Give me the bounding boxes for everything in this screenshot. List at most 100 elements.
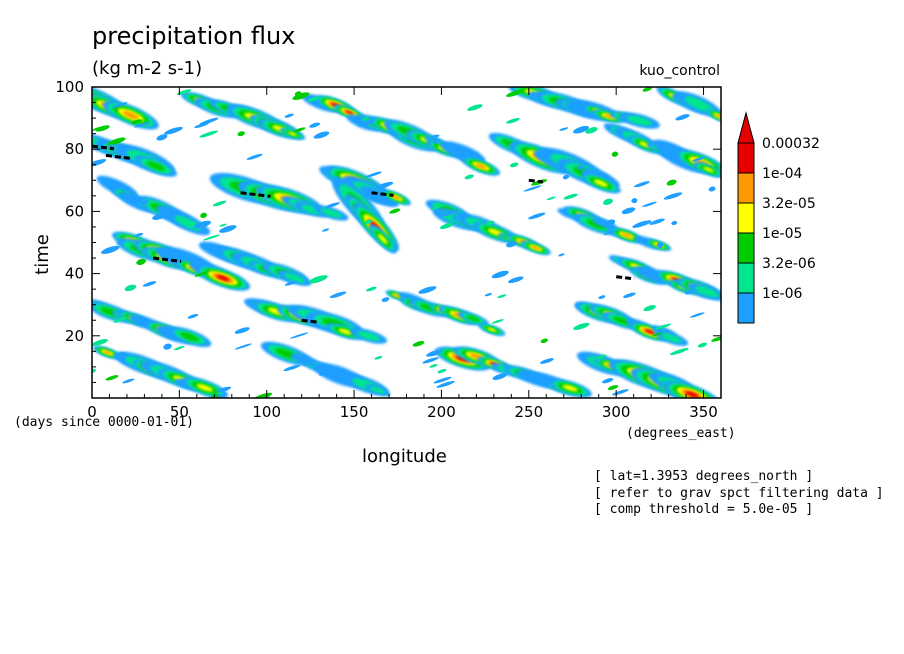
precip-speck [684, 289, 695, 295]
precip-speck [308, 275, 328, 284]
precip-blob-level-5 [216, 274, 230, 282]
precip-band [385, 290, 506, 336]
precip-speck [576, 165, 584, 170]
precip-blob-level-4 [392, 195, 401, 200]
precip-speck [163, 343, 172, 350]
x-tick-label: 50 [170, 403, 189, 421]
colorbar: 0.00032 1e-04 3.2e-05 1e-05 3.2e-06 1e-06 [737, 111, 820, 324]
colorbar-swatch [737, 172, 755, 204]
precip-blob-level-3 [562, 384, 578, 392]
precip-blob-level-4 [604, 114, 614, 119]
precip-speck [92, 126, 103, 131]
chart-title: precipitation flux [92, 22, 296, 50]
precip-band [576, 351, 721, 398]
precip-band [96, 175, 211, 236]
precip-speck [418, 286, 437, 294]
precip-speck [603, 230, 618, 236]
precip-band [383, 119, 501, 176]
precip-speck [657, 242, 664, 249]
precip-speck [289, 332, 309, 339]
precip-speck [219, 223, 227, 227]
precip-speck [156, 134, 168, 141]
precip-speck [92, 368, 96, 373]
precip-speck [107, 137, 126, 145]
precip-speck [187, 313, 199, 319]
precip-blob-level-1 [369, 386, 386, 394]
colorbar-label: 3.2e-06 [762, 256, 816, 272]
precip-speck [642, 201, 657, 208]
precip-speck [212, 200, 227, 207]
threshold-contours [92, 144, 635, 324]
colorbar-label: 0.00032 [762, 136, 820, 152]
y-tick-label: 20 [65, 327, 84, 345]
precip-speck [540, 358, 554, 364]
precip-speck [663, 192, 683, 200]
precip-band [92, 299, 212, 348]
y-tick-label: 40 [65, 265, 84, 283]
precip-speck [293, 127, 306, 133]
precip-speck [433, 376, 452, 384]
y-tick-label: 60 [65, 202, 84, 220]
colorbar-extend-triangle [737, 111, 755, 144]
precip-speck [389, 208, 401, 214]
precip-blob-level-0 [360, 186, 399, 207]
precip-speck [633, 181, 650, 188]
precip-speck [523, 185, 542, 192]
precip-speck [643, 305, 656, 312]
precip-speck [309, 122, 321, 128]
precip-band [608, 255, 721, 301]
colorbar-label: 1e-06 [762, 286, 802, 302]
x-tick-label: 200 [427, 403, 456, 421]
precip-speck [176, 89, 192, 95]
precip-speck [603, 198, 613, 205]
chart-units: (kg m-2 s-1) [92, 58, 203, 79]
colorbar-swatch [737, 262, 755, 294]
precip-speck [632, 220, 652, 228]
precip-blob-level-2 [586, 219, 607, 229]
precip-speck [313, 131, 330, 139]
precip-speck [357, 119, 376, 127]
colorbar-label: 1e-05 [762, 226, 802, 242]
precip-speck [203, 234, 220, 241]
precip-speck [440, 209, 458, 217]
precip-speck [649, 218, 665, 225]
colorbar-swatch [737, 292, 755, 324]
precip-speck [98, 139, 108, 146]
precip-speck [558, 253, 565, 257]
precip-speck [437, 368, 447, 374]
colorbar-swatch [737, 232, 755, 264]
precip-speck [602, 378, 614, 384]
precip-speck [671, 220, 678, 226]
contour-marker [615, 275, 635, 281]
precip-speck [194, 272, 208, 277]
precip-speck [432, 138, 440, 144]
precip-speck [426, 349, 443, 357]
precip-speck [131, 119, 143, 125]
x-tick-label: 150 [340, 403, 369, 421]
contour-marker [528, 178, 543, 184]
precip-speck [484, 292, 493, 297]
precip-speck [142, 281, 157, 287]
precip-speck [585, 127, 598, 134]
precip-speck [654, 323, 672, 330]
precip-speck [430, 205, 445, 210]
precip-speck [491, 270, 509, 279]
precip-blob-level-4 [103, 350, 112, 355]
precip-blob-level-2 [612, 316, 630, 325]
precip-speck [427, 134, 440, 140]
precip-band [434, 346, 592, 398]
precip-speck [329, 291, 347, 299]
precip-speck [611, 151, 619, 157]
precip-speck [689, 312, 705, 318]
precip-speck [219, 225, 237, 233]
precip-band [656, 87, 721, 124]
contour-marker [105, 153, 133, 161]
x-axis-label: longitude [362, 446, 447, 467]
precip-speck [284, 113, 294, 118]
x-tick-label: 300 [602, 403, 631, 421]
precip-blob-level-3 [486, 327, 497, 332]
y-tick-label: 80 [65, 140, 84, 158]
contour-marker [301, 318, 318, 324]
precip-speck [506, 118, 520, 124]
precip-speck [506, 90, 523, 97]
